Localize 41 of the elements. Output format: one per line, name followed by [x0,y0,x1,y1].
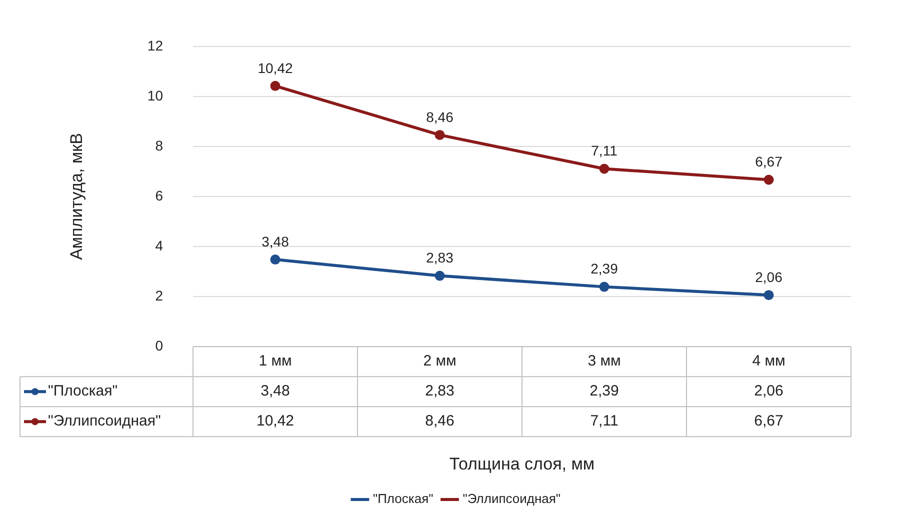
x-tick-label: 2 мм [423,352,456,370]
text: 3,48 [262,233,289,250]
point [434,130,445,140]
y-tick-label: 8 [155,137,164,154]
data-label: 2,06 [754,382,784,400]
text: "Плоская" [372,491,434,506]
text: 2,83 [426,250,454,266]
data-label: 6,67 [754,412,784,430]
x-tick-label: 1 мм [258,352,292,370]
text: 2,39 [590,260,618,277]
text: 10,42 [258,60,293,76]
y-tick-label: 6 [155,187,164,204]
y-axis-title: Амплитуда, мкВ [66,133,86,260]
data-label: 10,42 [256,412,294,430]
data-label: 2,39 [590,382,619,400]
data-label: 7,11 [590,412,618,430]
text: 8,46 [426,108,454,125]
data-label: 3,48 [260,382,290,400]
x-axis-title: Толщина слоя, мм [449,454,595,474]
point [599,282,610,292]
text: "Эллипсоидная" [462,491,561,506]
x-tick-label: 3 мм [588,352,621,370]
point [434,270,445,281]
point [599,164,610,174]
legend-label: "Плоская" [48,382,118,400]
data-label: 2,83 [425,382,454,400]
legend-label: "Эллипсоидная" [48,412,161,430]
y-tick-label: 0 [155,337,164,354]
y-tick-label: 10 [147,87,164,104]
y-tick-label: 2 [155,287,164,304]
y-tick-label: 4 [155,237,164,254]
text: 2,06 [755,268,782,285]
x-tick-label: 4 мм [752,352,786,370]
y-tick-label: 12 [147,37,164,54]
text: 6,67 [755,154,782,170]
text: 7,11 [591,142,618,159]
point [764,290,774,300]
point [270,254,280,265]
point [270,80,280,91]
point [764,174,774,185]
data-label: 8,46 [425,412,454,430]
